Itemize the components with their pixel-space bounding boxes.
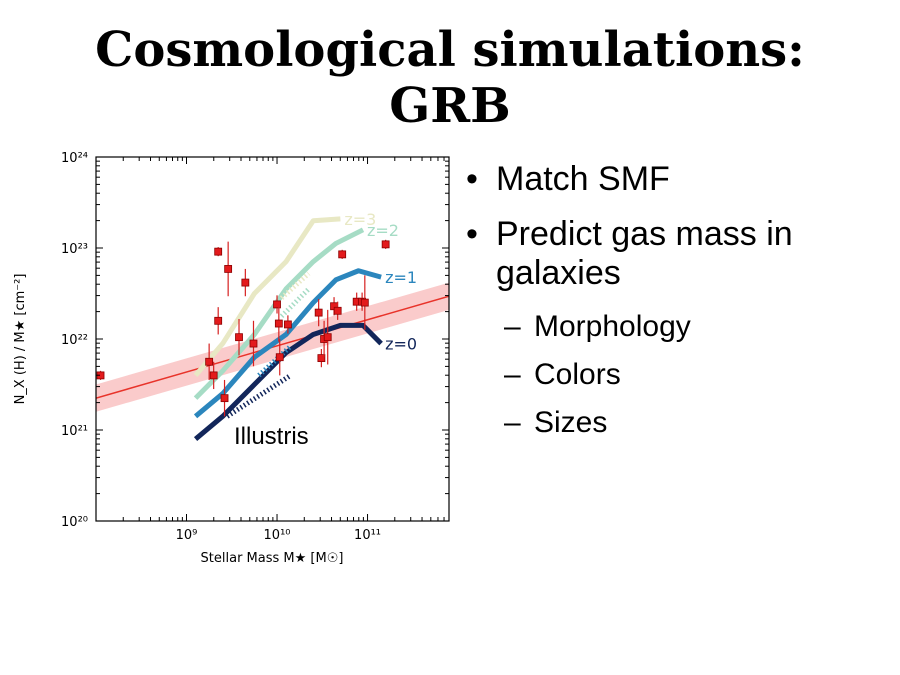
data-point <box>224 265 233 273</box>
x-tick-label: 10¹⁰ <box>264 528 291 543</box>
data-point <box>214 316 223 325</box>
data-point <box>209 371 218 380</box>
data-point <box>241 278 250 287</box>
data-point <box>314 308 323 317</box>
y-tick-label: 10²⁴ <box>61 151 88 166</box>
series-line-z0 <box>193 322 383 442</box>
data-point <box>235 333 243 342</box>
series-label: z=1 <box>385 268 417 287</box>
data-point <box>381 240 390 249</box>
bullet-item: Match SMF <box>466 160 886 199</box>
sub-bullet-item: Sizes <box>466 405 886 441</box>
y-tick-label: 10²⁰ <box>61 515 88 530</box>
data-point <box>317 354 326 363</box>
y-tick-label: 10²³ <box>61 242 88 257</box>
sub-bullet-item: Colors <box>466 357 886 393</box>
series-line-z3 <box>193 216 341 378</box>
chart-annotation: Illustris <box>234 423 309 450</box>
data-point <box>275 353 284 362</box>
title-line-2: GRB <box>389 78 511 134</box>
slide-title: Cosmological simulations: GRB <box>0 22 900 134</box>
data-point <box>360 298 369 307</box>
series-line-z1 <box>193 268 382 419</box>
data-point <box>274 319 283 328</box>
x-tick-label: 10¹¹ <box>354 528 381 543</box>
bullet-item: Predict gas mass in galaxies <box>466 215 886 293</box>
data-point <box>220 394 229 403</box>
data-point <box>214 247 223 256</box>
dotted-segment <box>279 287 311 319</box>
series-label: z=2 <box>367 221 399 240</box>
data-point <box>273 300 281 309</box>
dotted-segment <box>225 373 292 419</box>
series-label: z=3 <box>344 210 376 229</box>
series-label: z=0 <box>385 335 417 354</box>
data-point <box>338 250 347 259</box>
data-point <box>333 306 342 315</box>
title-line-1: Cosmological simulations: <box>95 22 805 78</box>
data-point <box>249 339 258 348</box>
y-axis-label: N_X (H) / M★ [cm⁻²] <box>13 274 28 405</box>
x-tick-label: 10⁹ <box>176 528 198 543</box>
data-point <box>283 320 292 329</box>
data-point <box>323 333 332 342</box>
y-tick-label: 10²² <box>61 333 88 348</box>
gas-mass-chart: z=3z=2 z=1 z=0 10⁹ 10¹⁰ 10¹¹ 10²⁰ 10²¹ 10²² 10²³… <box>13 151 450 566</box>
y-tick-label: 10²¹ <box>61 424 88 439</box>
series-line-z2 <box>193 227 365 400</box>
data-point <box>205 357 214 366</box>
bullet-list: Match SMF Predict gas mass in galaxies M… <box>466 160 886 453</box>
x-axis-label: Stellar Mass M★ [M☉] <box>201 551 344 566</box>
sub-bullet-item: Morphology <box>466 309 886 345</box>
